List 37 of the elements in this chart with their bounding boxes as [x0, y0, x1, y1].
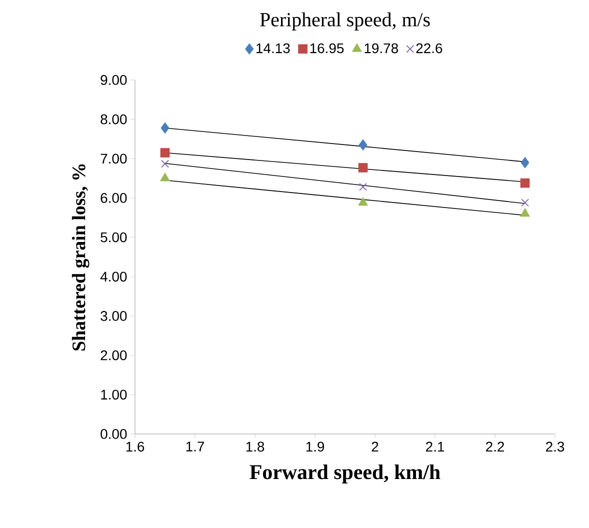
legend-label: 22.6: [416, 43, 442, 54]
x-tick-label: 2: [372, 442, 378, 452]
legend-label: 16.95: [310, 43, 344, 54]
y-tick-label: 2.00: [100, 350, 127, 360]
point: [520, 208, 530, 217]
point: [521, 198, 529, 207]
x-axis-title: Forward speed, km/h: [250, 464, 440, 484]
y-tick-label: 1.00: [101, 390, 127, 400]
point: [358, 163, 368, 172]
x-tick-label: 2.1: [426, 442, 444, 452]
point: [358, 139, 368, 151]
y-tick-label: 9.00: [100, 75, 127, 85]
y-tick-label: 0.00: [100, 429, 127, 439]
y-tick-label: 6.00: [100, 193, 127, 203]
point: [160, 148, 170, 158]
legend-label: 19.78: [364, 43, 398, 54]
x-tick-label: 1.6: [126, 442, 144, 452]
point: [160, 122, 170, 134]
x-tick-label: 2.2: [486, 442, 504, 452]
point: [358, 197, 368, 206]
point: [161, 160, 169, 168]
point: [520, 178, 530, 188]
x-tick-label: 2.3: [546, 442, 564, 452]
y-tick-label: 3.00: [100, 311, 127, 321]
y-tick-label: 7.00: [100, 154, 127, 164]
legend-title: Peripheral speed, m/s: [260, 12, 430, 30]
y-tick-label: 5.00: [100, 232, 127, 242]
point: [359, 183, 367, 191]
point: [160, 172, 170, 182]
y-tick-label: 4.00: [100, 272, 127, 282]
legend-label: 14.13: [256, 43, 290, 54]
point: [520, 156, 530, 168]
x-tick-label: 1.7: [186, 442, 204, 452]
x-tick-label: 1.8: [246, 442, 264, 452]
y-tick-label: 8.00: [100, 114, 127, 124]
x-tick-label: 1.9: [306, 442, 324, 452]
y-axis-title: Shattered grain loss, %: [72, 164, 90, 350]
